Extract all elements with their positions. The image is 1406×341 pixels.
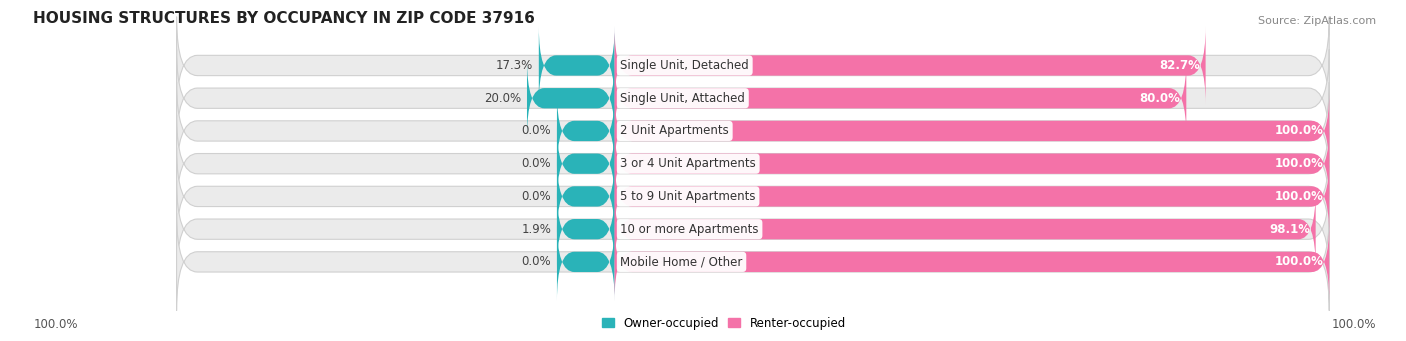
Text: 0.0%: 0.0%	[522, 190, 551, 203]
Text: 100.0%: 100.0%	[1275, 255, 1323, 268]
FancyBboxPatch shape	[557, 158, 614, 235]
FancyBboxPatch shape	[557, 92, 614, 170]
Text: Single Unit, Detached: Single Unit, Detached	[620, 59, 749, 72]
FancyBboxPatch shape	[614, 27, 1205, 104]
FancyBboxPatch shape	[527, 59, 614, 137]
FancyBboxPatch shape	[177, 213, 1329, 311]
Text: Source: ZipAtlas.com: Source: ZipAtlas.com	[1258, 16, 1376, 26]
Legend: Owner-occupied, Renter-occupied: Owner-occupied, Renter-occupied	[598, 312, 851, 335]
FancyBboxPatch shape	[177, 49, 1329, 147]
Text: 5 to 9 Unit Apartments: 5 to 9 Unit Apartments	[620, 190, 756, 203]
Text: Mobile Home / Other: Mobile Home / Other	[620, 255, 742, 268]
FancyBboxPatch shape	[614, 190, 1316, 268]
Text: 1.9%: 1.9%	[522, 223, 551, 236]
FancyBboxPatch shape	[614, 125, 1329, 203]
Text: 100.0%: 100.0%	[1275, 124, 1323, 137]
Text: 10 or more Apartments: 10 or more Apartments	[620, 223, 759, 236]
FancyBboxPatch shape	[614, 223, 1329, 301]
Text: 100.0%: 100.0%	[34, 318, 77, 331]
Text: 0.0%: 0.0%	[522, 255, 551, 268]
FancyBboxPatch shape	[177, 148, 1329, 245]
FancyBboxPatch shape	[177, 17, 1329, 114]
Text: 80.0%: 80.0%	[1140, 92, 1181, 105]
FancyBboxPatch shape	[177, 115, 1329, 212]
Text: 98.1%: 98.1%	[1268, 223, 1310, 236]
Text: HOUSING STRUCTURES BY OCCUPANCY IN ZIP CODE 37916: HOUSING STRUCTURES BY OCCUPANCY IN ZIP C…	[34, 11, 536, 26]
Text: 100.0%: 100.0%	[1275, 157, 1323, 170]
FancyBboxPatch shape	[614, 92, 1329, 170]
FancyBboxPatch shape	[557, 190, 614, 268]
FancyBboxPatch shape	[177, 82, 1329, 180]
FancyBboxPatch shape	[557, 223, 614, 301]
FancyBboxPatch shape	[614, 158, 1329, 235]
FancyBboxPatch shape	[614, 59, 1187, 137]
Text: 100.0%: 100.0%	[1275, 190, 1323, 203]
Text: 0.0%: 0.0%	[522, 124, 551, 137]
FancyBboxPatch shape	[177, 180, 1329, 278]
Text: 82.7%: 82.7%	[1159, 59, 1199, 72]
Text: 20.0%: 20.0%	[484, 92, 522, 105]
Text: 0.0%: 0.0%	[522, 157, 551, 170]
Text: Single Unit, Attached: Single Unit, Attached	[620, 92, 745, 105]
Text: 2 Unit Apartments: 2 Unit Apartments	[620, 124, 730, 137]
Text: 100.0%: 100.0%	[1331, 318, 1376, 331]
FancyBboxPatch shape	[557, 125, 614, 203]
FancyBboxPatch shape	[538, 27, 614, 104]
Text: 3 or 4 Unit Apartments: 3 or 4 Unit Apartments	[620, 157, 756, 170]
Text: 17.3%: 17.3%	[496, 59, 533, 72]
